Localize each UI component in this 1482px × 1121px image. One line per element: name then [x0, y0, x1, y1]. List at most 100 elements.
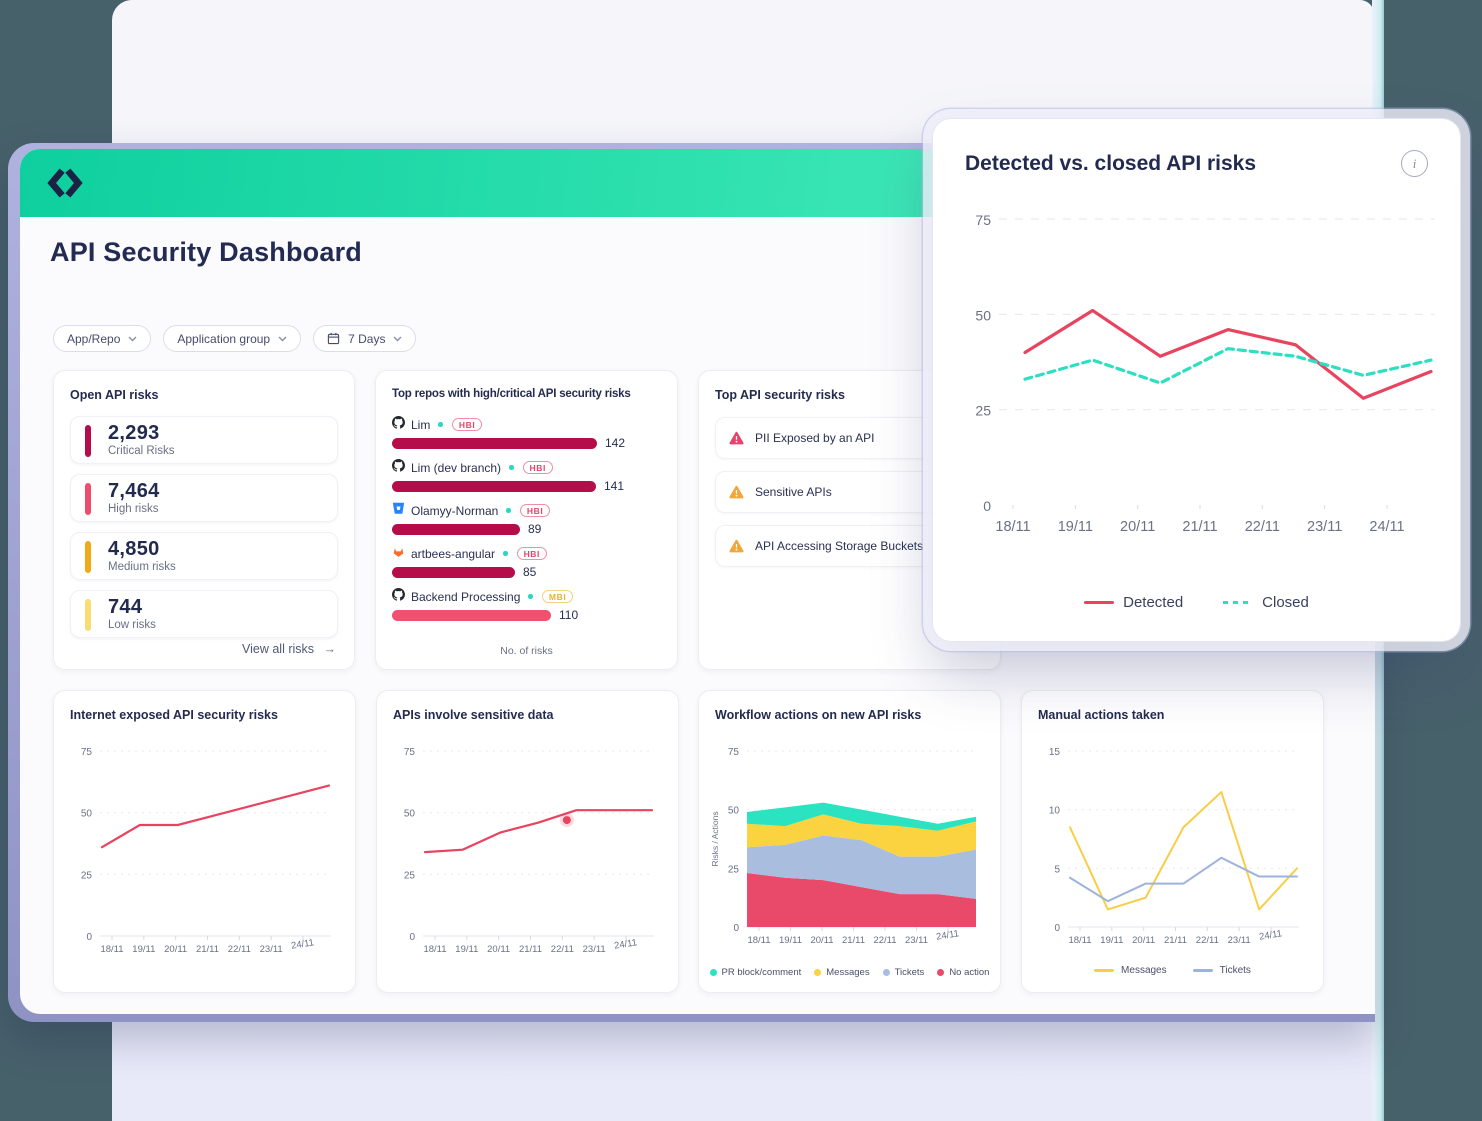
svg-text:20/11: 20/11: [810, 935, 833, 946]
chevron-down-icon: [128, 336, 137, 341]
legend-item: Messages: [1094, 965, 1167, 976]
stat-label: Critical Risks: [108, 445, 175, 457]
svg-text:24/11: 24/11: [290, 937, 315, 951]
risk-bar: [392, 609, 551, 621]
filter-date-range[interactable]: 7 Days: [313, 325, 417, 352]
card-title: Top API security risks: [715, 388, 845, 402]
sensitivity-badge: HBI: [519, 503, 551, 518]
status-dot-icon: [506, 508, 511, 513]
card-title: Detected vs. closed API risks: [965, 152, 1257, 175]
chart-legend: Detected Closed: [933, 594, 1460, 611]
risk-bar: [392, 566, 515, 578]
svg-text:21/11: 21/11: [842, 935, 865, 946]
repo-row[interactable]: Olamyy-Norman HBI 89: [392, 502, 661, 536]
sensitivity-badge: MBI: [541, 589, 574, 604]
status-dot-icon: [528, 594, 533, 599]
gitlab-icon: [393, 547, 404, 557]
arrow-right-icon: →: [323, 642, 337, 656]
severity-bar: [85, 541, 91, 573]
sensitivity-badge: HBI: [522, 460, 553, 475]
brand-logo-icon: [46, 164, 84, 207]
svg-text:0: 0: [733, 923, 739, 934]
repo-name: Backend Processing: [411, 589, 521, 604]
risk-label: Sensitive APIs: [755, 485, 832, 499]
svg-text:0: 0: [409, 932, 415, 943]
manual-actions-chart: 0 5 10 15 18/11 19/11 20/11 21/11 22/11 23/11 24/1…: [1049, 747, 1299, 946]
svg-text:18/11: 18/11: [995, 519, 1030, 535]
legend-item: Tickets: [882, 967, 924, 978]
svg-text:21/11: 21/11: [1182, 519, 1217, 535]
filter-app-repo[interactable]: App/Repo: [53, 325, 152, 352]
svg-text:22/11: 22/11: [551, 944, 574, 955]
card-title: Open API risks: [70, 388, 159, 402]
svg-text:23/11: 23/11: [1228, 935, 1251, 946]
svg-text:18/11: 18/11: [1068, 935, 1091, 946]
internet-exposed-card: Internet exposed API security risks 0 25 5…: [53, 690, 356, 993]
github-icon: [392, 415, 405, 429]
card-title: Internet exposed API security risks: [70, 708, 278, 722]
svg-text:50: 50: [975, 307, 991, 323]
filter-bar: App/Repo Application group 7 Days: [53, 325, 417, 352]
svg-text:19/11: 19/11: [1058, 519, 1093, 535]
svg-text:50: 50: [404, 809, 416, 820]
chart-legend: Messages Tickets: [1022, 965, 1323, 976]
bitbucket-icon: [392, 502, 405, 514]
github-icon: [392, 587, 405, 601]
view-all-risks-link[interactable]: View all risks →: [242, 642, 336, 656]
svg-text:22/11: 22/11: [228, 944, 251, 955]
repo-name: Olamyy-Norman: [411, 503, 499, 518]
repo-row[interactable]: artbees-angular HBI 85: [392, 545, 661, 579]
repo-row[interactable]: Backend Processing MBI 110: [392, 587, 661, 622]
open-api-risks-card: Open API risks 2,293 Critical Risks 7,46…: [53, 370, 355, 670]
repo-name: artbees-angular: [411, 546, 496, 561]
chart-legend: PR block/comment Messages Tickets No act…: [699, 967, 1000, 978]
workflow-actions-chart: 0 25 50 75 18/11 19/11 20/11 21/11 22/11 23/11 24/…: [710, 747, 976, 946]
svg-text:21/11: 21/11: [196, 944, 219, 955]
svg-text:24/11: 24/11: [935, 928, 960, 942]
repo-row[interactable]: Lim HBI 142: [392, 415, 661, 450]
sensitivity-badge: HBI: [516, 546, 548, 561]
chevron-down-icon: [278, 336, 287, 341]
svg-text:23/11: 23/11: [583, 944, 606, 955]
svg-text:24/11: 24/11: [1369, 519, 1404, 535]
svg-text:23/11: 23/11: [905, 935, 928, 946]
svg-text:24/11: 24/11: [613, 937, 638, 951]
page-title: API Security Dashboard: [50, 237, 362, 267]
svg-text:18/11: 18/11: [747, 935, 770, 946]
repo-row[interactable]: Lim (dev branch) HBI 141: [392, 458, 661, 493]
filter-application-group[interactable]: Application group: [163, 325, 302, 352]
svg-text:21/11: 21/11: [1164, 935, 1187, 946]
svg-text:19/11: 19/11: [455, 944, 478, 955]
detected-vs-closed-card: Detected vs. closed API risks i 0 25 50 75 1…: [933, 119, 1460, 641]
high-risks-stat: 7,464 High risks: [70, 474, 338, 522]
stat-value: 7,464: [108, 480, 160, 502]
info-icon[interactable]: i: [1401, 150, 1428, 177]
svg-text:24/11: 24/11: [1258, 928, 1283, 942]
internet-exposed-chart: 0 25 50 75 18/11 19/11 20/11 21/11 22/11 23/11 24/…: [81, 747, 331, 955]
svg-text:75: 75: [975, 212, 991, 228]
svg-text:19/11: 19/11: [1100, 935, 1123, 946]
severity-bar: [85, 425, 91, 457]
legend-item: Tickets: [1192, 965, 1251, 976]
legend-item: No action: [937, 967, 989, 978]
repo-name: Lim: [411, 417, 431, 432]
legend-item: Closed: [1223, 594, 1309, 611]
svg-text:0: 0: [86, 932, 92, 943]
svg-text:20/11: 20/11: [1120, 519, 1155, 535]
github-icon: [392, 458, 405, 472]
svg-text:20/11: 20/11: [1132, 935, 1155, 946]
risk-bar: [392, 480, 596, 492]
svg-text:75: 75: [404, 747, 416, 758]
risk-count: 141: [604, 479, 625, 493]
repo-name: Lim (dev branch): [411, 460, 502, 475]
legend-swatch: [937, 969, 945, 976]
card-title: Workflow actions on new API risks: [715, 708, 922, 722]
sensitivity-badge: HBI: [451, 417, 483, 432]
svg-text:22/11: 22/11: [1245, 519, 1280, 535]
risk-label: API Accessing Storage Buckets: [755, 539, 924, 553]
svg-text:25: 25: [975, 403, 991, 419]
medium-risks-stat: 4,850 Medium risks: [70, 532, 338, 580]
risk-count: 110: [559, 608, 579, 622]
critical-risks-stat: 2,293 Critical Risks: [70, 416, 338, 464]
